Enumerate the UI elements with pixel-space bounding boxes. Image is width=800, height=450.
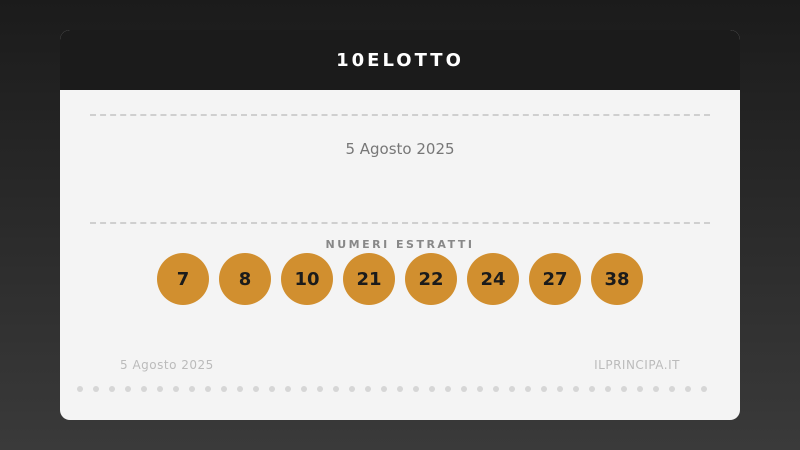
decor-dot (413, 386, 419, 392)
decor-dot (93, 386, 99, 392)
decor-dot (109, 386, 115, 392)
draw-date: 5 Agosto 2025 (345, 140, 455, 158)
decor-dot (429, 386, 435, 392)
decor-dot (621, 386, 627, 392)
card-title: 10ELOTTO (60, 30, 740, 90)
decor-dot (253, 386, 259, 392)
footer-site: ILPRINCIPA.IT (594, 358, 680, 372)
lotto-card: 10ELOTTO 5 Agosto 2025 NUMERI ESTRATTI 7… (60, 30, 740, 420)
decor-dot (173, 386, 179, 392)
decor-dot (445, 386, 451, 392)
number-ball: 8 (219, 253, 271, 305)
decor-dot (589, 386, 595, 392)
decor-dot (285, 386, 291, 392)
decor-dot (509, 386, 515, 392)
divider (90, 222, 710, 224)
number-ball: 7 (157, 253, 209, 305)
decor-dot (701, 386, 707, 392)
decor-dot (317, 386, 323, 392)
decor-dot (365, 386, 371, 392)
decor-dot (189, 386, 195, 392)
decor-dot (397, 386, 403, 392)
decor-dot (461, 386, 467, 392)
number-ball: 10 (281, 253, 333, 305)
decor-dot (573, 386, 579, 392)
decor-dot (157, 386, 163, 392)
divider (90, 114, 710, 116)
number-ball: 38 (591, 253, 643, 305)
number-ball: 24 (467, 253, 519, 305)
decor-dot (541, 386, 547, 392)
number-balls: 7 8 10 21 22 24 27 38 (157, 253, 643, 305)
decor-dot (125, 386, 131, 392)
decor-dot (205, 386, 211, 392)
decor-dot (77, 386, 83, 392)
number-ball: 22 (405, 253, 457, 305)
decor-dot (653, 386, 659, 392)
number-ball: 27 (529, 253, 581, 305)
decor-dot (349, 386, 355, 392)
decor-dot (269, 386, 275, 392)
decor-dot (637, 386, 643, 392)
decor-dot (381, 386, 387, 392)
decor-dot (493, 386, 499, 392)
dotted-border (77, 386, 707, 392)
decor-dot (525, 386, 531, 392)
decor-dot (301, 386, 307, 392)
decor-dot (477, 386, 483, 392)
decor-dot (605, 386, 611, 392)
decor-dot (141, 386, 147, 392)
decor-dot (685, 386, 691, 392)
decor-dot (221, 386, 227, 392)
numbers-label: NUMERI ESTRATTI (325, 238, 475, 251)
number-ball: 21 (343, 253, 395, 305)
decor-dot (669, 386, 675, 392)
decor-dot (557, 386, 563, 392)
decor-dot (237, 386, 243, 392)
decor-dot (333, 386, 339, 392)
footer-date: 5 Agosto 2025 (120, 358, 214, 372)
